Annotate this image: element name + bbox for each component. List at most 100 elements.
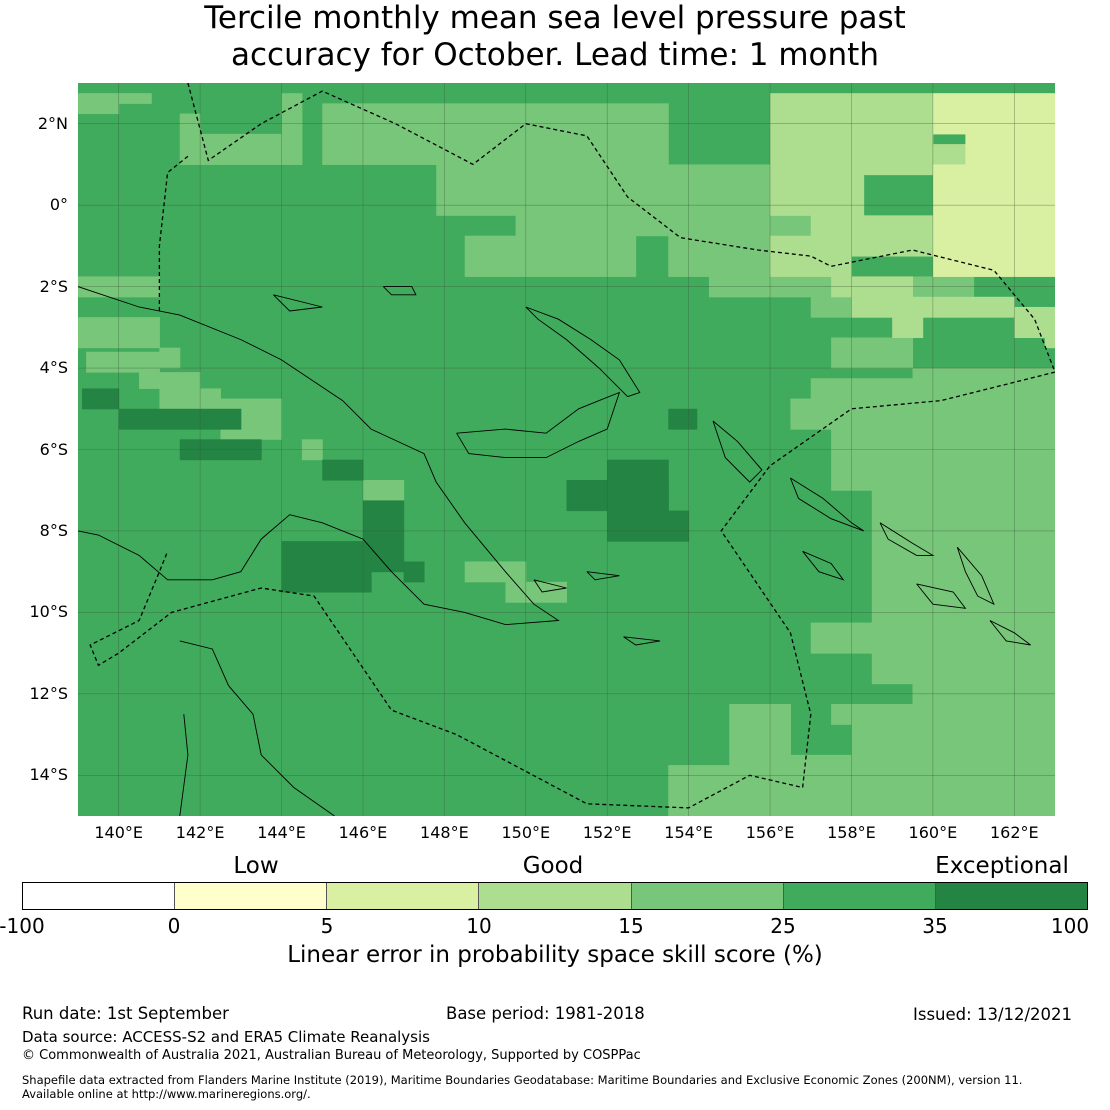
longitude-tick-label: 140°E [94, 823, 144, 842]
colorbar-segment [479, 883, 632, 909]
eez-boundary [158, 155, 189, 311]
skill-cell [403, 561, 425, 583]
colorbar-tick: 10 [466, 914, 492, 938]
longitude-tick-label: 150°E [501, 823, 551, 842]
skill-cell [871, 653, 914, 685]
skill-cell [871, 490, 934, 624]
skill-cell [566, 235, 637, 277]
longitude-tick-label: 160°E [908, 823, 958, 842]
skill-cell [770, 93, 865, 216]
skill-cell [932, 296, 1015, 318]
skill-cell [566, 480, 669, 512]
colorbar [22, 882, 1088, 910]
skill-cell [932, 144, 966, 165]
shapefile-credit-1: Shapefile data extracted from Flanders M… [22, 1073, 1023, 1087]
longitude-tick-label: 154°E [664, 823, 713, 842]
title-line-1: Tercile monthly mean sea level pressure … [204, 0, 906, 36]
skill-cell [118, 93, 152, 104]
issued-date: Issued: 13/12/2021 [913, 1005, 1073, 1024]
skill-cell [322, 459, 364, 481]
colorbar-tick: 35 [922, 914, 948, 938]
coastline [586, 571, 620, 581]
longitude-tick-label: 146°E [338, 823, 388, 842]
coastline [456, 391, 621, 459]
run-date: Run date: 1st September [22, 1004, 229, 1023]
skill-cell [179, 133, 283, 165]
data-source: Data source: ACCESS-S2 and ERA5 Climate … [22, 1028, 430, 1046]
coastline [179, 714, 189, 816]
skill-cell [515, 215, 588, 237]
latitude-tick-label: 6°S [39, 439, 68, 459]
shapefile-credit-2[interactable]: Available online at http://www.marinereg… [22, 1087, 311, 1101]
skill-cell [322, 103, 669, 165]
coastline [273, 294, 323, 312]
skill-cell [831, 704, 914, 725]
longitude-tick-label: 144°E [257, 823, 306, 842]
coastline [712, 420, 763, 483]
skill-cell [831, 337, 914, 369]
colorbar-tick: 5 [320, 914, 334, 938]
colorbar-tick: 100 [1050, 914, 1090, 938]
skill-cell [118, 408, 242, 430]
colorbar-tick: 25 [770, 914, 796, 938]
skill-cell [505, 581, 567, 603]
colorbar-segment [327, 883, 480, 909]
latitude-tick-label: 8°S [39, 520, 68, 540]
base-period: Base period: 1981-2018 [446, 1004, 645, 1023]
latitude-tick-label: 2°S [39, 276, 68, 296]
skill-cell [464, 561, 527, 583]
coastline [989, 620, 1031, 646]
skill-cell [1044, 337, 1055, 349]
colorbar-segment [631, 883, 784, 909]
colorbar-segment [23, 883, 176, 909]
eez-boundary [89, 83, 1055, 809]
skill-cell [863, 93, 934, 176]
category-exceptional: Exceptional [935, 853, 1069, 879]
colorbar-segment [783, 883, 936, 909]
skill-cell [965, 123, 1036, 145]
coastline [525, 306, 641, 398]
skill-cell [281, 541, 372, 593]
coastline [916, 583, 967, 609]
latitude-tick-label: 10°S [29, 602, 68, 622]
coastline [879, 522, 935, 556]
skill-cell [436, 164, 608, 216]
longitude-tick-label: 158°E [827, 823, 876, 842]
latitude-tick-label: 14°S [29, 765, 68, 785]
longitude-tick-label: 148°E [420, 823, 469, 842]
longitude-tick-label: 156°E [745, 823, 795, 842]
skill-cell [607, 510, 690, 542]
latitude-tick-label: 12°S [29, 683, 68, 703]
skill-cell [932, 754, 1055, 816]
coastline [789, 477, 864, 532]
latitude-tick-label: 4°S [39, 358, 68, 378]
copyright: © Commonwealth of Australia 2021, Austra… [22, 1048, 641, 1063]
skill-cell [362, 480, 405, 501]
skill-cell [851, 296, 934, 318]
coastline [382, 286, 417, 296]
coastline [179, 640, 335, 816]
skill-cell [1014, 306, 1055, 339]
skill-cell [86, 351, 160, 373]
skill-cell [586, 215, 812, 237]
coastline [802, 550, 845, 581]
skill-cell [362, 500, 405, 542]
longitude-tick-label: 152°E [582, 823, 632, 842]
category-low: Low [233, 853, 279, 879]
coastline [623, 636, 661, 646]
skill-cell [770, 235, 852, 277]
coastline [533, 579, 567, 593]
title-line-2: accuracy for October. Lead time: 1 month [231, 37, 879, 73]
coastline [78, 286, 560, 626]
latitude-tick-label: 0° [49, 195, 68, 215]
skill-cell [932, 704, 975, 756]
colorbar-tick: 15 [618, 914, 644, 938]
coastline [956, 546, 995, 606]
skill-cell [831, 429, 934, 491]
latitude-tick-label: 2°N [37, 113, 68, 133]
skill-cell [78, 93, 120, 115]
skill-cell [159, 347, 181, 369]
skill-cell [82, 388, 120, 410]
skill-cell [281, 93, 303, 165]
map-canvas [78, 83, 1055, 816]
